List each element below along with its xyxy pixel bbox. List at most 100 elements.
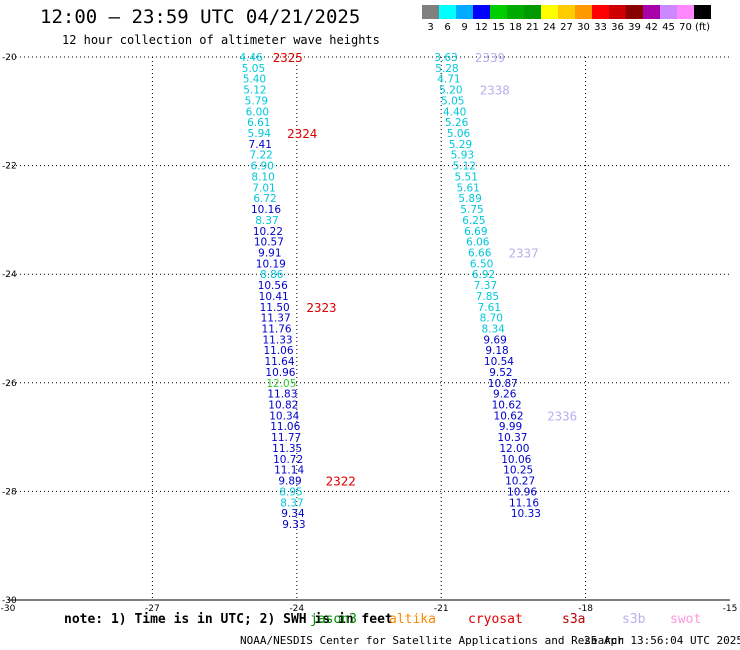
wave-height-value: 12.00 [499, 443, 529, 455]
wave-height-value: 8.10 [251, 171, 274, 183]
color-scale-item: 15 [490, 5, 507, 33]
wave-height-value: 5.51 [455, 171, 478, 183]
wave-height-value: 5.79 [245, 95, 268, 107]
pass-id-label: 2338 [480, 83, 510, 98]
color-scale-item: 70 [677, 5, 694, 33]
wave-height-value: 9.52 [489, 367, 512, 379]
wave-height-value: 7.61 [478, 302, 501, 314]
color-scale-label: 33 [594, 22, 607, 33]
wave-height-value: 9.99 [499, 421, 522, 433]
wave-height-value: 10.62 [492, 400, 522, 412]
legend-altika: altika [389, 612, 436, 627]
wave-height-value: 11.83 [267, 389, 297, 401]
wave-height-value: 6.69 [464, 226, 487, 238]
wave-height-value: 10.82 [268, 400, 298, 412]
color-swatch [575, 5, 592, 19]
wave-height-value: 5.93 [451, 150, 474, 162]
wave-height-value: 9.33 [282, 519, 305, 531]
color-scale-label: 70 [679, 22, 692, 33]
wave-height-value: 10.41 [259, 291, 289, 303]
color-scale-label: 24 [543, 22, 556, 33]
color-scale-item: 6 [439, 5, 456, 33]
wave-height-value: 11.76 [262, 324, 292, 336]
color-scale-label: 18 [509, 22, 522, 33]
color-scale-label: 15 [492, 22, 505, 33]
color-swatch [524, 5, 541, 19]
color-scale-label: 45 [662, 22, 675, 33]
x-tick-label: -30 [1, 604, 16, 614]
pass-id-label: 2323 [306, 300, 336, 315]
credit-line: NOAA/NESDIS Center for Satellite Applica… [240, 634, 625, 647]
x-tick-label: -21 [434, 604, 449, 614]
wave-height-value: 8.37 [280, 497, 303, 509]
wave-height-value: 10.22 [253, 226, 283, 238]
wave-height-value: 6.61 [247, 117, 270, 129]
wave-height-value: 5.12 [453, 161, 476, 173]
color-scale-label: 9 [461, 22, 468, 33]
wave-height-value: 8.34 [481, 324, 505, 336]
wave-height-value: 3.63 [434, 52, 457, 64]
x-tick-label: -18 [578, 604, 593, 614]
wave-height-value: 7.85 [476, 291, 499, 303]
wave-height-value: 9.69 [483, 334, 506, 346]
legend-cryosat: cryosat [468, 612, 523, 627]
wave-height-value: 6.66 [468, 247, 492, 259]
legend-s3a: s3a [562, 612, 586, 627]
color-scale-item: 42 [643, 5, 660, 33]
x-tick-label: -15 [723, 604, 738, 614]
wave-height-value: 6.50 [470, 258, 493, 270]
wave-height-value: 6.90 [250, 161, 273, 173]
wave-height-value: 4.40 [443, 106, 466, 118]
y-tick-label: -20 [2, 53, 17, 63]
wave-height-value: 10.54 [484, 356, 514, 368]
y-tick-label: -30 [2, 596, 17, 606]
wave-height-value: 10.87 [488, 378, 518, 390]
wave-height-value: 6.00 [246, 106, 269, 118]
legend-jason3: jason3 [310, 612, 357, 627]
color-scale-label: 30 [577, 22, 590, 33]
wave-height-value: 5.06 [447, 128, 471, 140]
footer-note: note: 1) Time is in UTC; 2) SWH is in fe… [64, 612, 393, 627]
color-scale-item: 12 [473, 5, 490, 33]
color-swatch [660, 5, 677, 19]
color-swatch [558, 5, 575, 19]
color-scale-item: 45 [660, 5, 677, 33]
wave-height-value: 8.70 [480, 313, 503, 325]
color-scale-label: 21 [526, 22, 539, 33]
color-swatch [643, 5, 660, 19]
wave-height-value: 10.37 [497, 432, 527, 444]
wave-height-value: 10.57 [254, 237, 284, 249]
pass-id-label: 2337 [509, 245, 539, 260]
x-tick-label: -24 [289, 604, 304, 614]
color-swatch [677, 5, 694, 19]
wave-height-value: 10.96 [507, 486, 537, 498]
color-scale-item: 36 [609, 5, 626, 33]
wave-height-value: 5.61 [456, 182, 479, 194]
wave-height-value: 7.01 [252, 182, 275, 194]
wave-height-value: 6.25 [462, 215, 485, 227]
y-tick-label: -24 [2, 270, 17, 280]
pass-id-label: 2324 [287, 126, 317, 141]
wave-height-value: 5.75 [460, 204, 483, 216]
wave-height-value: 9.34 [281, 508, 305, 520]
color-scale-item: 33 [592, 5, 609, 33]
page-title: 12:00 – 23:59 UTC 04/21/2025 [40, 6, 361, 28]
wave-height-value: 8.95 [279, 486, 302, 498]
wave-height-value: 5.26 [445, 117, 469, 129]
wave-height-value: 10.62 [494, 410, 524, 422]
y-tick-label: -26 [2, 379, 17, 389]
wave-height-value: 11.33 [263, 334, 293, 346]
y-tick-label: -22 [2, 162, 17, 172]
wave-height-value: 9.89 [278, 476, 301, 488]
color-scale-item: 18 [507, 5, 524, 33]
wave-height-value: 5.05 [441, 95, 464, 107]
color-scale-label: 3 [427, 22, 434, 33]
wave-height-value: 10.27 [505, 476, 535, 488]
wave-height-value: 9.91 [258, 247, 281, 259]
y-tick-label: -28 [2, 487, 17, 497]
wave-height-value: 10.16 [251, 204, 281, 216]
wave-height-value: 10.34 [269, 410, 299, 422]
wave-height-value: 5.29 [449, 139, 472, 151]
wave-height-value: 11.77 [271, 432, 301, 444]
color-scale: 3 6 9 12 15 18 21 24 27 30 33 36 39 42 45 70 (ft) [422, 5, 711, 33]
